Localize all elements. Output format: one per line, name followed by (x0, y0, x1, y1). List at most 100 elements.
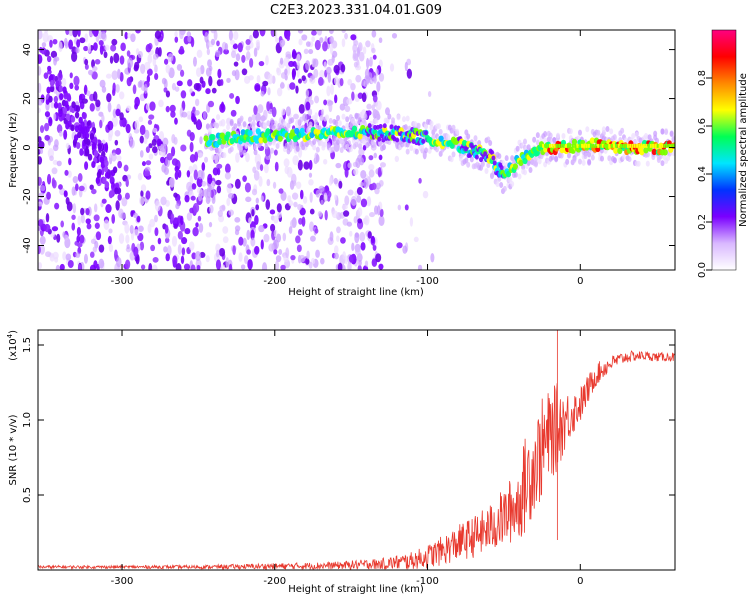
heatmap-cell (295, 235, 301, 244)
heatmap-cell (108, 243, 114, 253)
heatmap-cell (359, 181, 364, 188)
heatmap-cell (258, 137, 264, 144)
heatmap-cell (111, 213, 116, 224)
heatmap-cell (174, 117, 178, 125)
heatmap-cell (242, 149, 247, 156)
heatmap-cell (215, 249, 220, 258)
heatmap-cell (255, 128, 261, 135)
heatmap-cell (366, 110, 372, 116)
heatmap-cell (181, 247, 186, 256)
heatmap-cell (232, 43, 238, 50)
heatmap-cell (438, 128, 443, 135)
heatmap-cell (103, 219, 110, 231)
heatmap-cell (357, 264, 362, 270)
heatmap-cell (165, 105, 170, 113)
snr-y-axis-label: SNR (10 * v/v) (8, 414, 19, 485)
heatmap-cell (638, 143, 641, 148)
heatmap-cell (235, 95, 240, 105)
heatmap-cell (418, 177, 422, 184)
heatmap-cell (62, 251, 67, 261)
heatmap-cell (138, 116, 144, 123)
heatmap-cell (278, 249, 283, 255)
heatmap-cell (577, 129, 582, 136)
heatmap-cell (115, 147, 122, 155)
heatmap-cell (639, 148, 645, 156)
heatmap-cell (222, 236, 229, 244)
heatmap-cell (235, 152, 240, 163)
heatmap-cell (505, 170, 512, 178)
heatmap-cell (334, 194, 338, 201)
heatmap-cell (63, 92, 68, 100)
heatmap-cell (216, 163, 223, 169)
heatmap-cell (664, 129, 669, 136)
heatmap-cell (46, 55, 52, 63)
heatmap-cell (154, 214, 158, 223)
heatmap-cell (84, 58, 89, 66)
heatmap-cell (138, 225, 144, 232)
heatmap-cell (301, 216, 306, 227)
heatmap-cell (351, 242, 355, 252)
heatmap-cell (251, 114, 257, 121)
heatmap-cell (555, 132, 560, 139)
heatmap-cell (402, 245, 408, 254)
heatmap-cell (315, 189, 321, 198)
heatmap-cell (123, 164, 129, 172)
heatmap-cell (365, 40, 371, 48)
heatmap-cell (205, 88, 211, 95)
heatmap-cell (330, 146, 335, 153)
heatmap-cell (301, 75, 306, 82)
snr-y-tick-label: 1.5 (22, 337, 33, 353)
heatmap-cell (297, 159, 303, 171)
heatmap-cell (372, 54, 377, 60)
heatmap-cell (647, 143, 650, 148)
heatmap-cell (221, 204, 226, 211)
heatmap-cell (491, 155, 496, 161)
heatmap-cell (552, 137, 557, 144)
heatmap-cell (357, 133, 363, 140)
heatmap-cell (535, 132, 540, 139)
heatmap-cell (427, 90, 432, 98)
heatmap-cell (176, 80, 183, 87)
heatmap-cell (404, 204, 409, 211)
heatmap-cell (184, 194, 190, 203)
heatmap-cell (273, 149, 278, 156)
heatmap-cell (290, 117, 295, 124)
heatmap-cell (205, 195, 211, 205)
heatmap-cell (372, 141, 377, 148)
heatmap-cell (251, 208, 255, 217)
heatmap-cell (174, 165, 180, 173)
heatmap-cell (298, 103, 305, 114)
heatmap-cell (282, 232, 287, 242)
heatmap-cell (207, 139, 213, 146)
heatmap-cell (305, 101, 311, 111)
heatmap-cell (197, 215, 202, 222)
heatmap-cell (174, 36, 179, 43)
heatmap-cell (265, 128, 271, 135)
heatmap-cell (245, 51, 251, 60)
heatmap-cell (277, 211, 282, 219)
heatmap-cell (554, 156, 559, 163)
heatmap-cell (116, 256, 122, 268)
heatmap-cell (276, 87, 283, 97)
heatmap-cell (375, 182, 381, 190)
heatmap-cell (336, 139, 341, 146)
heatmap-cell (587, 158, 592, 165)
heatmap-cell (48, 118, 53, 124)
heatmap-cell (376, 114, 381, 121)
heatmap-cell (143, 137, 148, 145)
heatmap-cell (371, 77, 377, 83)
heatmap-cell (228, 30, 233, 41)
heatmap-cell (396, 242, 403, 249)
heatmap-cell (378, 215, 385, 227)
heatmap-cell (661, 143, 664, 148)
heatmap-cell (114, 187, 119, 195)
heatmap-cell (306, 250, 310, 260)
heatmap-cell (522, 157, 528, 165)
heatmap-cell (107, 102, 112, 113)
heatmap-cell (341, 204, 348, 210)
heatmap-cell (220, 101, 225, 111)
heatmap-cell (405, 115, 410, 122)
heatmap-cell (227, 192, 235, 199)
heatmap-cell (585, 126, 590, 133)
heatmap-cell (64, 40, 69, 49)
